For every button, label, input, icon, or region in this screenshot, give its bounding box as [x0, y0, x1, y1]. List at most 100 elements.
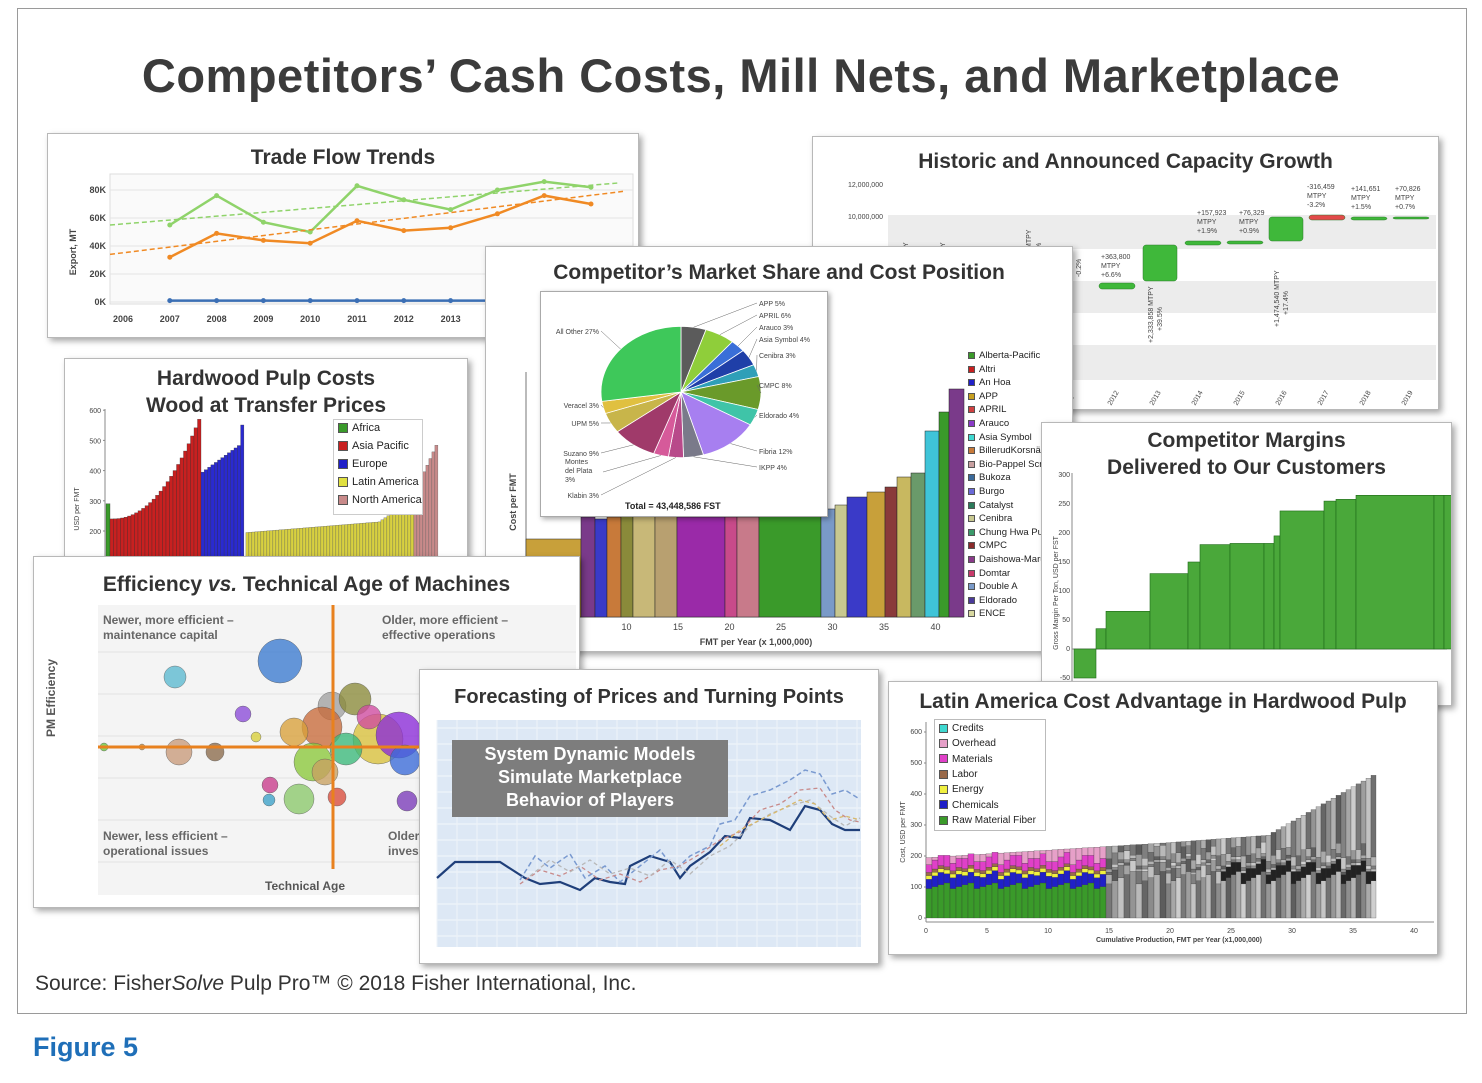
latam-bar-segment [1075, 886, 1083, 919]
latam-bar-segment [979, 873, 987, 878]
latam-bar-segment [1270, 864, 1277, 868]
latam-xtick: 20 [1166, 928, 1174, 935]
latam-bar-segment [1340, 883, 1347, 919]
latam-legend-label: Raw Material Fiber [952, 814, 1036, 826]
latam-bar-segment [1265, 883, 1272, 919]
latam-bar-segment [1250, 877, 1257, 919]
latam-bar-segment [1235, 856, 1242, 860]
latam-bar-segment [1099, 886, 1107, 919]
latam-bar-segment [1069, 848, 1077, 865]
latam-bar-segment [1015, 869, 1023, 874]
latam-bar-segment [1285, 871, 1292, 919]
latam-bar-segment [1105, 874, 1113, 885]
latam-bar-segment [1265, 861, 1272, 870]
latam-bar-segment [1009, 865, 1017, 869]
latam-bar-segment [1260, 841, 1267, 854]
latam-bar-segment [1250, 853, 1257, 863]
latam-bar-segment [1147, 861, 1155, 865]
share-legend-label: Alberta-Pacific [979, 350, 1041, 361]
latam-bar-segment [1117, 877, 1125, 919]
latam-bar-segment [1021, 863, 1029, 872]
latam-bar-segment [1069, 879, 1077, 889]
latam-bar-segment [997, 888, 1005, 919]
latam-bar-segment [1200, 865, 1207, 878]
system-dynamics-box: System Dynamic Models Simulate Marketpla… [452, 740, 728, 817]
latam-bar-segment [931, 868, 939, 873]
latam-bar-segment [1039, 882, 1047, 919]
latam-bar-segment [1335, 853, 1342, 857]
latam-bar-segment [1295, 817, 1302, 856]
latam-bar-segment [1230, 859, 1237, 863]
latam-bar-segment [1045, 872, 1053, 877]
capacity-annotation: +70,826 [1395, 186, 1421, 193]
share-legend-item: Bukoza [968, 472, 1011, 483]
efficiency-bubble [257, 638, 303, 684]
capacity-xtick: 2016 [1275, 390, 1289, 407]
hardwood-bar [422, 471, 427, 569]
hardwood-bar [190, 435, 195, 569]
hardwood-title-2: Wood at Transfer Prices [145, 394, 387, 417]
pie-label: Klabin 3% [567, 493, 599, 500]
trade-xtick: 2012 [394, 314, 414, 324]
latam-xtick: 25 [1227, 928, 1235, 935]
latam-bar-segment [1190, 859, 1197, 870]
latam-bar-segment [1185, 845, 1192, 854]
trade-point [494, 211, 500, 217]
latam-bar-segment [1260, 858, 1267, 872]
latam-legend-item: Overhead [939, 738, 996, 749]
capacity-ytick: 12,000,000 [848, 182, 883, 189]
latam-bar-segment [1240, 870, 1247, 874]
latam-bar-segment [991, 863, 999, 867]
latam-bar-segment [943, 866, 951, 871]
capacity-annotation-fragment: -0.2% [1076, 259, 1083, 277]
latam-bar-segment [1027, 874, 1035, 887]
latam-bar-segment [949, 855, 957, 864]
share-bar [884, 486, 898, 618]
share-legend-item: BillerudKorsnäs [968, 445, 1046, 456]
efficiency-bubble [327, 787, 347, 807]
latam-bar-segment [1205, 851, 1212, 860]
latam-bar-segment [1175, 868, 1182, 878]
latam-bar-segment [925, 879, 933, 889]
latam-bar-segment [1330, 861, 1337, 864]
latam-bar-segment [1099, 858, 1107, 868]
latam-bar-segment [1205, 859, 1212, 863]
margins-ytick: 300 [1058, 472, 1070, 479]
latam-bar-segment [1355, 874, 1362, 919]
trade-point [214, 298, 220, 304]
latam-bar-segment [1015, 855, 1023, 867]
share-legend-label: Bio-Pappel Scri [979, 458, 1045, 470]
latam-bar-segment [1111, 852, 1119, 865]
latam-bar-segment [1295, 880, 1302, 919]
latam-bar-segment [925, 857, 933, 865]
capacity-annotation: +0.9% [1239, 228, 1259, 235]
capacity-ytick: 10,000,000 [848, 214, 883, 221]
latam-bar-segment [1021, 888, 1029, 919]
latam-bar-segment [1051, 861, 1059, 871]
latam-bar-segment [937, 868, 945, 873]
latam-bar-segment [1225, 853, 1232, 862]
margins-bar [1105, 611, 1151, 650]
trade-point [401, 228, 407, 234]
latam-bar-segment [1087, 847, 1095, 856]
latam-bar-segment [1123, 859, 1131, 863]
latam-bar-segment [1270, 880, 1277, 919]
latam-bar-segment [1220, 871, 1227, 881]
hardwood-bar [240, 424, 245, 569]
capacity-xtick: 2019 [1401, 390, 1415, 407]
latam-bar-segment [1370, 871, 1377, 881]
share-legend-label: Asia Symbol [979, 431, 1032, 443]
pie-leader [600, 404, 604, 408]
latam-bar-segment [985, 884, 993, 919]
latam-bar-segment [1230, 862, 1237, 875]
latam-bar-segment [1165, 859, 1172, 868]
latam-bar-segment [1153, 846, 1161, 857]
latam-bar-segment [1245, 868, 1252, 881]
latam-ytick: 100 [910, 884, 922, 891]
share-legend-item: Alberta-Pacific [968, 350, 1040, 361]
latam-bar-segment [1295, 855, 1302, 867]
share-legend-item: An Hoa [968, 377, 1011, 388]
latam-bar-segment [1087, 866, 1095, 871]
latam-bar-segment [1099, 846, 1107, 859]
hardwood-bar [233, 447, 238, 569]
